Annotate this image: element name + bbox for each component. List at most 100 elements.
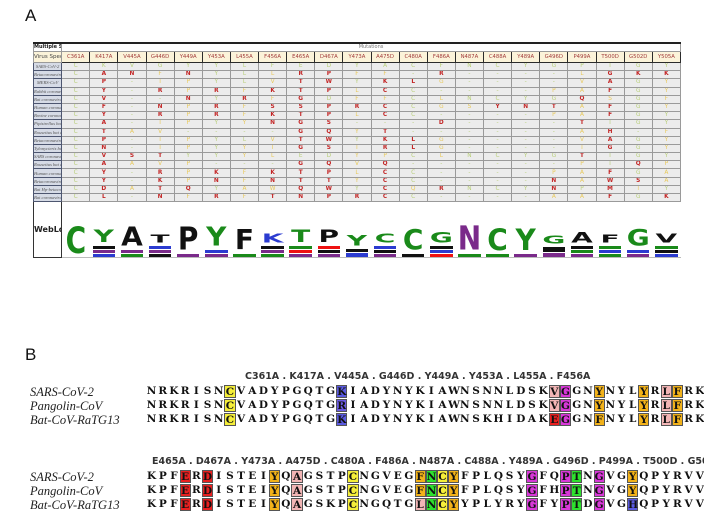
residue: D (516, 385, 526, 397)
residue-cell: C (61, 135, 91, 145)
residue-cell: N (454, 152, 485, 162)
mutation-header: Y449A (173, 51, 203, 63)
logo-minor-letter (570, 249, 594, 253)
residue: Y (270, 385, 279, 397)
residue-cell: D (314, 61, 344, 72)
weblogo-position: P (314, 201, 343, 259)
residue: D (201, 498, 214, 511)
residue-cell: G (623, 111, 653, 121)
mutation-header: C488A (482, 51, 513, 63)
residue-cell: P (314, 70, 344, 80)
residue-cell: R (201, 86, 231, 96)
residue-cell: C (398, 192, 428, 203)
residue-cell: L (426, 152, 456, 162)
logo-stack: C (62, 203, 90, 257)
residue-cell: C (482, 152, 513, 162)
residue-cell: - (511, 78, 541, 88)
residue-cell: Y (342, 127, 372, 137)
residue: N (359, 470, 369, 482)
residue: F (170, 498, 178, 510)
residue-cell: S (117, 152, 147, 162)
residue: N (213, 399, 224, 411)
weblogo-position: G (624, 201, 653, 259)
residue-cell: - (482, 192, 513, 203)
residue-cell: T (342, 143, 372, 154)
residue: V (382, 484, 391, 496)
logo-minor-letter (148, 253, 172, 257)
logo-stack: N (455, 203, 483, 257)
weblogo-position: G (539, 201, 568, 259)
residue: Y (638, 385, 650, 398)
residue-cell: - (426, 127, 456, 137)
residue-cell: C (370, 192, 400, 203)
residue-cell: K (257, 86, 288, 96)
residue-cell: P (173, 78, 203, 88)
residue-cell: P (314, 111, 344, 121)
weblogo-position: Y (202, 201, 231, 259)
residue-cell: C (61, 127, 91, 137)
residue: V (606, 470, 615, 482)
residue-cell: F (595, 86, 625, 96)
residue-cell: G (539, 94, 569, 104)
residue: G (404, 498, 414, 510)
residue-cell: V (257, 78, 288, 88)
residue: K (147, 484, 157, 496)
residue: S (203, 385, 212, 397)
residue: C (436, 484, 449, 497)
logo-minor-letter (92, 245, 116, 249)
residue-cell: A (370, 61, 400, 72)
residue-cell: S (286, 102, 316, 113)
logo-letter: P (177, 220, 199, 257)
residue-cell: F (229, 176, 260, 186)
residue-cell: - (539, 119, 569, 129)
residue-cell: F (426, 61, 456, 72)
msa-table: Multiple Sequence AlignmentMutationsViru… (32, 42, 682, 259)
residue: W (448, 413, 460, 425)
residue-cell: Y (342, 61, 372, 72)
residue-cell: L (257, 152, 288, 162)
msa-row: Tylonycteris bat coronavirus HKU4CN-IPYY… (32, 143, 682, 154)
residue: I (428, 385, 434, 397)
residue-cell: - (454, 143, 485, 154)
residue: P (337, 470, 346, 482)
residue: Y (382, 399, 391, 411)
residue-cell: - (454, 160, 485, 170)
residue-cell: - (482, 160, 513, 170)
logo-stack: G (624, 203, 652, 257)
logo-stack: A (118, 203, 146, 257)
residue: R (180, 385, 190, 397)
sequence-name: SARS-CoV-2 (30, 385, 94, 399)
residue: T (571, 498, 583, 511)
residue-cell: - (426, 86, 456, 96)
residue-cell: - (482, 135, 513, 145)
logo-minor-letter (120, 249, 144, 253)
residue-cell: C (398, 61, 428, 72)
residue-cell: Q (314, 127, 344, 137)
residue-cell: F (370, 70, 400, 80)
logo-letter: C (402, 223, 424, 257)
residue: F (414, 470, 426, 483)
residue: P (651, 498, 659, 510)
residue: T (315, 413, 324, 425)
residue-cell: R (229, 94, 260, 104)
residue-cell: F (595, 192, 625, 203)
residue-cell: Q (314, 160, 344, 170)
residue-cell: L (426, 94, 456, 104)
residue: E (393, 470, 402, 482)
residue: Y (627, 470, 639, 483)
residue-cell: A (567, 111, 597, 121)
residue-cell: C (61, 86, 91, 96)
mutation-header: Y505A (651, 51, 682, 63)
residue-cell: Y (342, 184, 372, 195)
weblogo-label: WebLogo (32, 201, 63, 259)
msa-row: Human coronavirus HKU1CF-NPRFSSPRCCGSYNT… (32, 102, 682, 113)
logo-stack: V (652, 203, 680, 257)
residue: N (392, 385, 403, 397)
panel-label-b: B (25, 345, 37, 364)
residue-cell: F (173, 192, 203, 203)
residue-cell: V (257, 135, 288, 145)
sequence-name: Pangolin-CoV (30, 399, 103, 413)
residue: S (315, 498, 324, 510)
residue-cell: - (426, 111, 456, 121)
